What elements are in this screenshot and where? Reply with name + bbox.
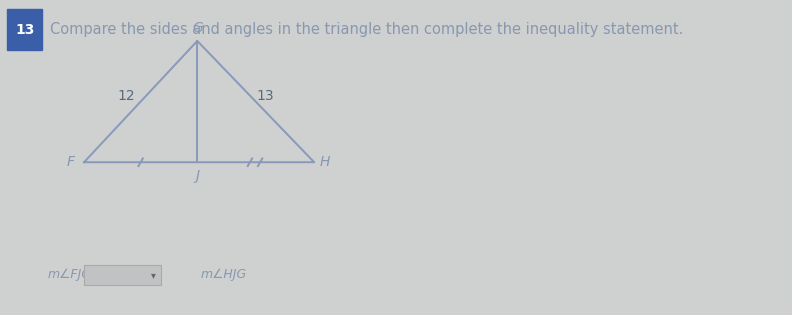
Text: ▾: ▾ (151, 270, 156, 280)
Text: J: J (195, 169, 200, 183)
Text: Compare the sides and angles in the triangle then complete the inequality statem: Compare the sides and angles in the tria… (50, 22, 683, 37)
Bar (84, 265, 161, 285)
Text: 13: 13 (15, 23, 35, 37)
Text: G: G (192, 21, 203, 35)
Text: m∠HJG: m∠HJG (201, 267, 247, 281)
FancyBboxPatch shape (7, 9, 43, 50)
Text: F: F (67, 155, 75, 169)
Text: H: H (319, 155, 329, 169)
Text: 13: 13 (257, 89, 274, 103)
Text: m∠FJG: m∠FJG (48, 267, 92, 281)
Text: 12: 12 (117, 89, 135, 103)
